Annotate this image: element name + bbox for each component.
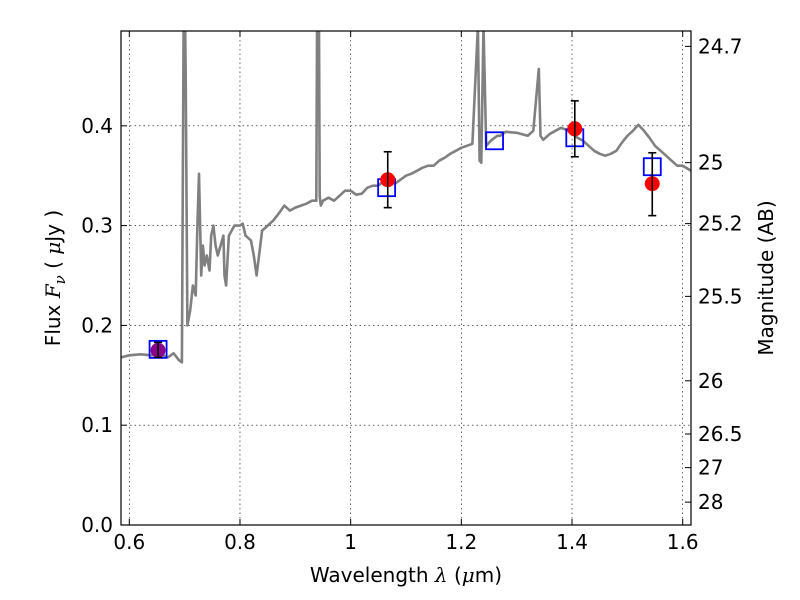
x-axis-label-unit-rest: m) — [475, 563, 502, 587]
x-tick-label: 0.8 — [224, 530, 256, 554]
x-axis-label-unit-open: ( — [448, 563, 462, 587]
x-axis-label-symbol: λ — [434, 563, 448, 587]
x-axis-label: Wavelength λ (μm) — [310, 563, 502, 587]
spectrum-layer — [121, 31, 691, 364]
plot-frame — [120, 30, 692, 526]
y2-axis-label: Magnitude (AB) — [754, 200, 778, 355]
model-box — [485, 131, 504, 151]
x-tick-label: 1.2 — [445, 530, 477, 554]
x-axis-label-unit-math: μ — [462, 563, 475, 587]
y2-tick-label: 26 — [698, 369, 723, 393]
y2-tick-label: 27 — [698, 456, 723, 480]
y2-tick-label: 24.7 — [698, 34, 743, 58]
tick-layer: 0.6 0.8 1 1.2 1.4 1.6 0.0 0.1 0.2 0.3 0.4 24.7 25 25.… — [81, 31, 743, 554]
x-tick-label: 1 — [344, 530, 357, 554]
spectrum-line — [121, 31, 691, 364]
y2-tick-label: 26.5 — [698, 422, 743, 446]
y-tick-label: 0.2 — [81, 313, 113, 337]
y-axis-label-unit-math: μ — [41, 242, 65, 255]
y-axis-label-unit-open: ( — [41, 255, 65, 276]
y2-tick-label: 25.2 — [698, 212, 743, 236]
y-axis-label-subscript: ν — [51, 275, 69, 284]
y-tick-label: 0.1 — [81, 413, 113, 437]
y-axis-label-text: Flux — [41, 304, 65, 346]
y2-tick-label: 25.5 — [698, 284, 743, 308]
y2-tick-label: 25 — [698, 151, 723, 175]
observed-point-layer — [150, 100, 660, 359]
model-box-layer — [148, 128, 662, 359]
y2-tick-label: 28 — [698, 490, 723, 514]
y-axis-label: Flux Fν ( μJy ) — [41, 210, 69, 346]
x-axis-label-text: Wavelength — [310, 563, 429, 587]
grid-lines — [121, 31, 691, 525]
y-axis-label-unit-rest: Jy ) — [41, 210, 65, 244]
y-axis-label-symbol: F — [41, 283, 65, 299]
y-tick-label: 0.0 — [81, 513, 113, 537]
x-tick-label: 0.6 — [113, 530, 145, 554]
y-tick-label: 0.4 — [81, 114, 113, 138]
x-tick-label: 1.6 — [667, 530, 699, 554]
x-tick-label: 1.4 — [556, 530, 588, 554]
y-tick-label: 0.3 — [81, 214, 113, 238]
